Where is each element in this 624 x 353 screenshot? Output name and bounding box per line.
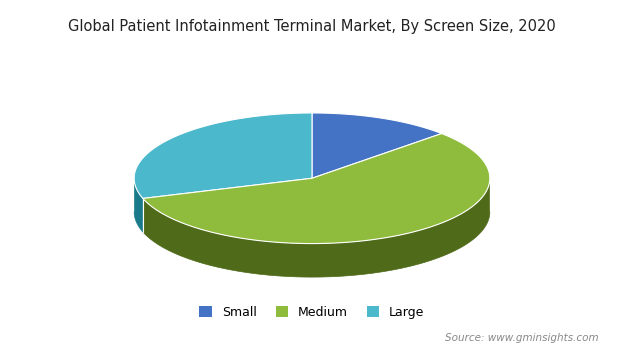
Polygon shape <box>134 113 312 198</box>
Polygon shape <box>134 179 143 232</box>
Polygon shape <box>143 178 490 277</box>
Polygon shape <box>143 133 490 244</box>
Text: Source: www.gminsights.com: Source: www.gminsights.com <box>446 333 599 343</box>
Polygon shape <box>312 113 442 178</box>
Text: Global Patient Infotainment Terminal Market, By Screen Size, 2020: Global Patient Infotainment Terminal Mar… <box>68 19 556 34</box>
Legend: Small, Medium, Large: Small, Medium, Large <box>194 301 430 324</box>
